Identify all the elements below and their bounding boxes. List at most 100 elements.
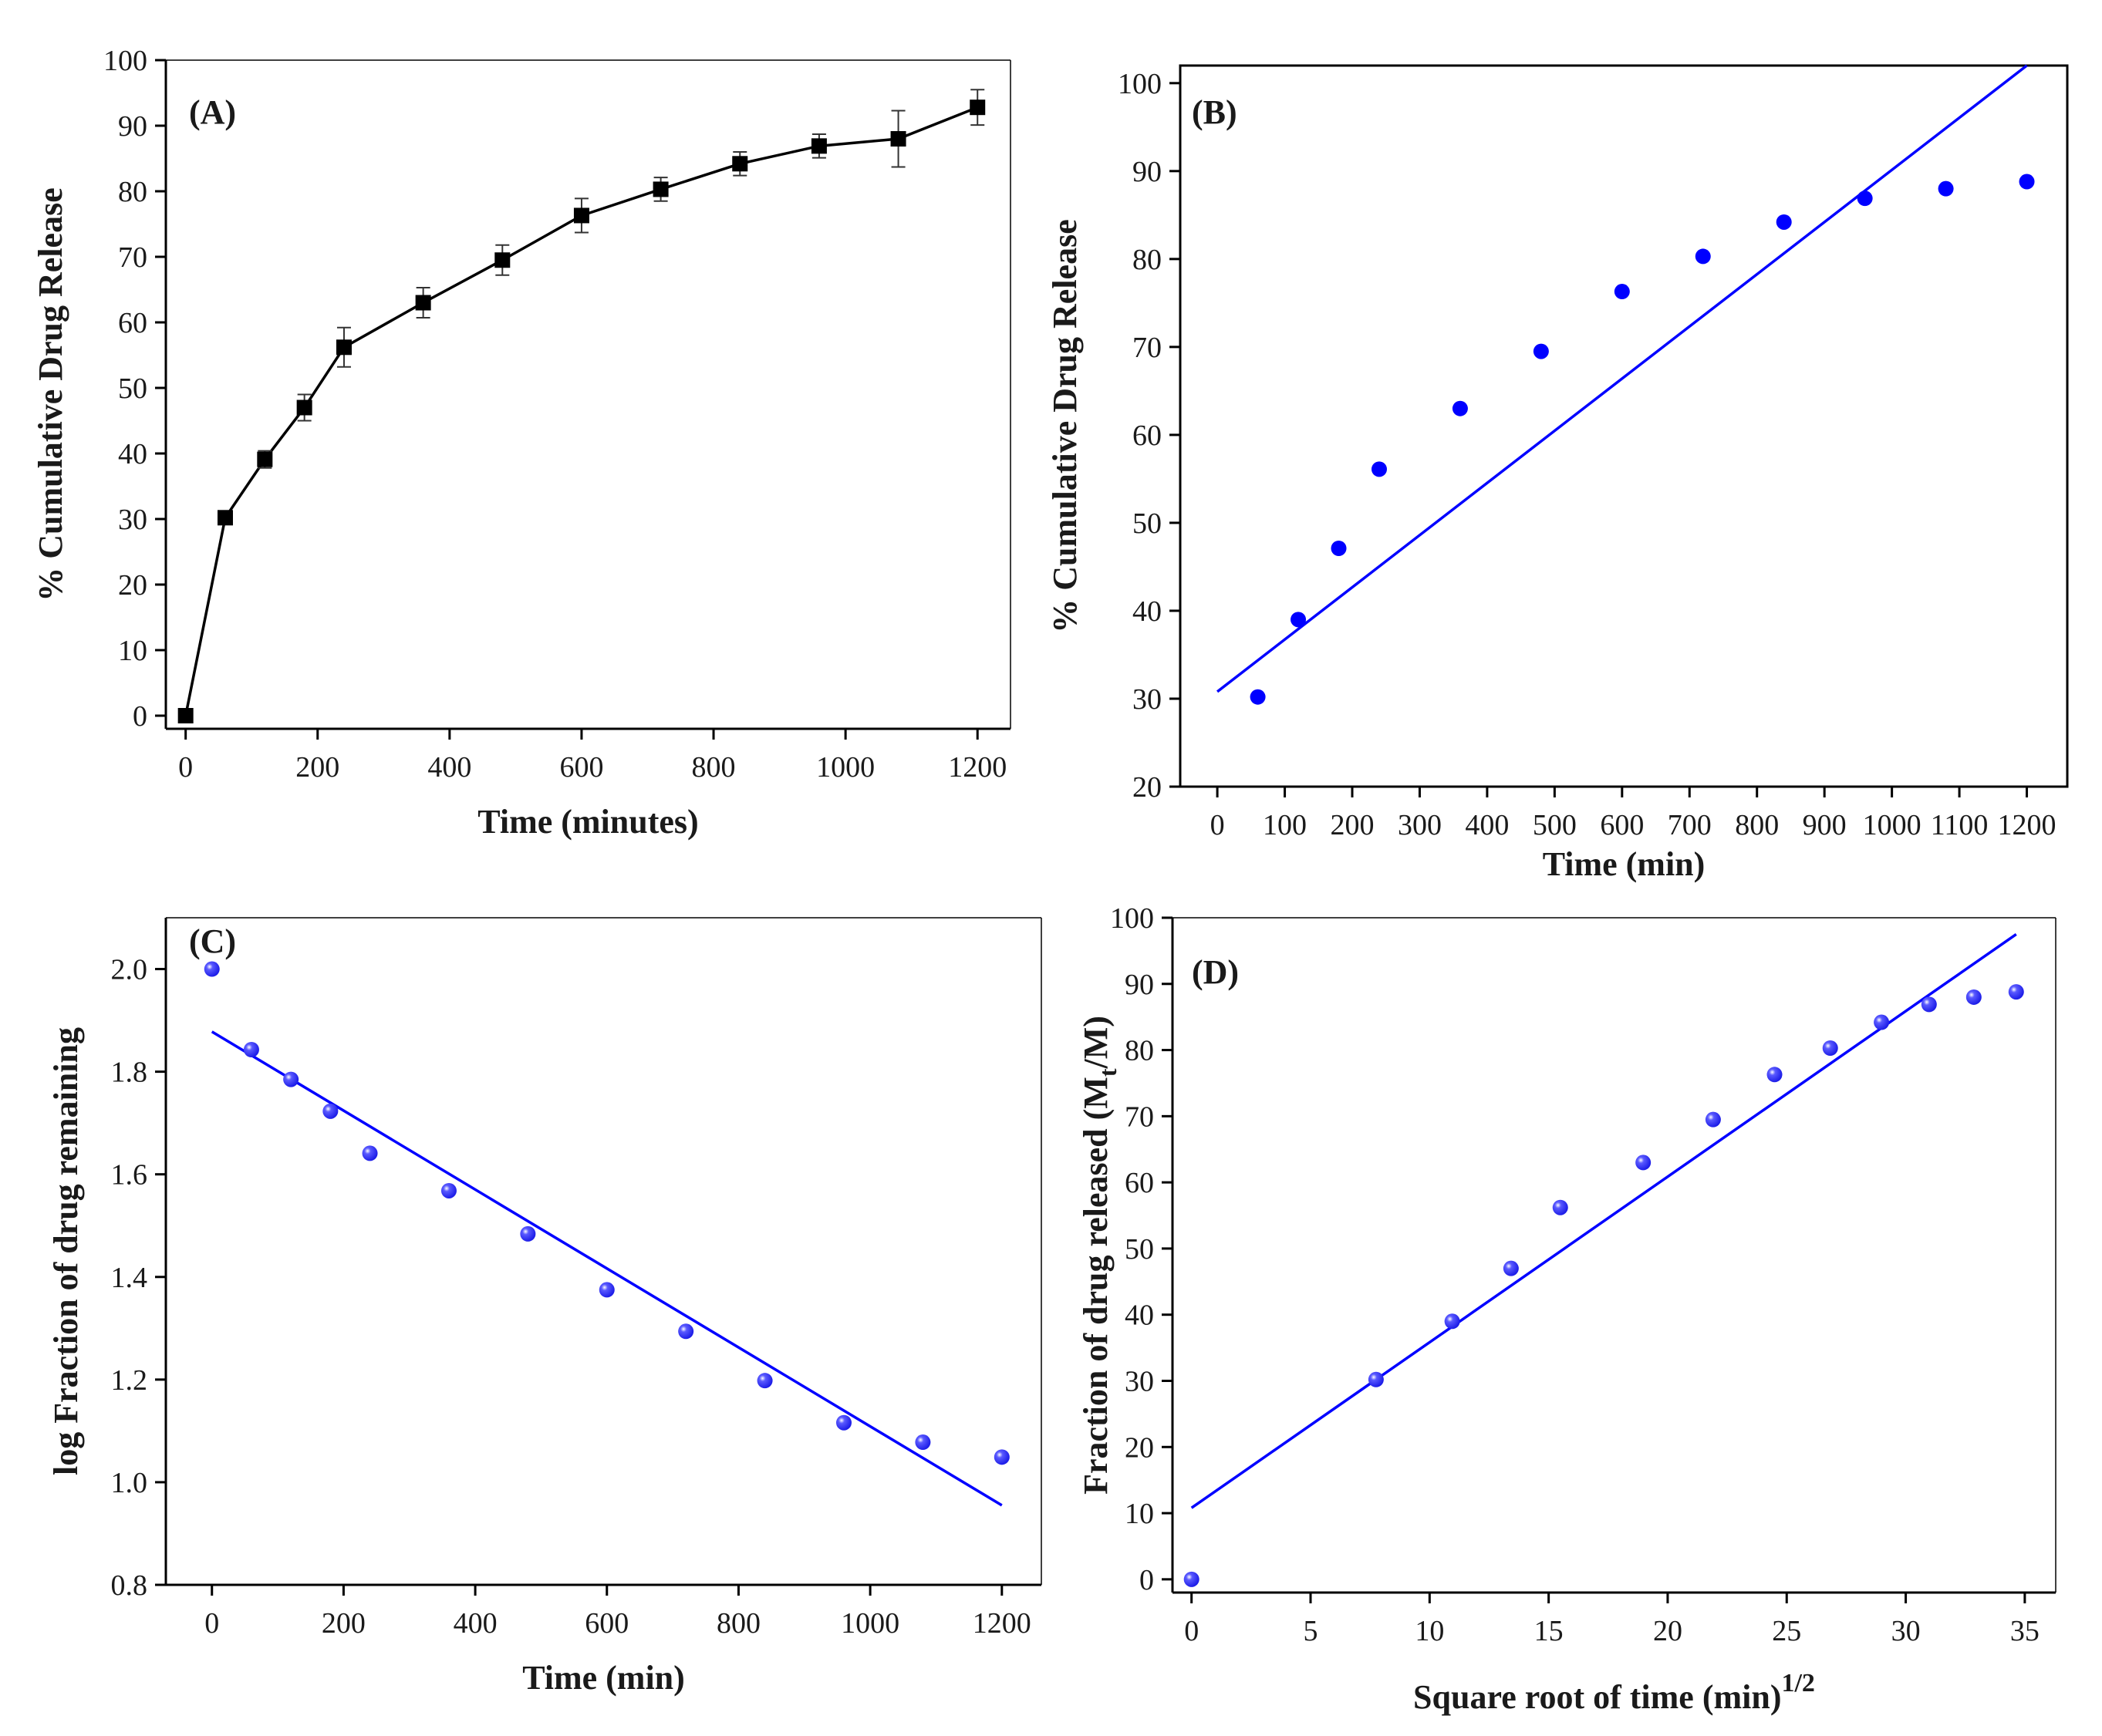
x-tick-label: 300: [1398, 809, 1442, 841]
y-tick-label: 60: [1132, 420, 1162, 452]
y-axis-label: % Cumulative Drug Release: [1046, 219, 1084, 633]
data-point: [915, 1434, 931, 1451]
y-tick-label: 30: [118, 504, 147, 536]
y-axis-label-end: /M): [1077, 1016, 1115, 1069]
y-tick-label: 0.8: [111, 1569, 148, 1602]
data-point: [440, 1182, 457, 1198]
data-point: [678, 1323, 694, 1340]
data-point: [1822, 1040, 1838, 1056]
y-tick-label: 0: [1139, 1564, 1154, 1596]
x-tick-label: 35: [2010, 1615, 2040, 1647]
x-tick-label: 200: [295, 751, 339, 784]
y-axis-label-text: % Cumulative Drug Release: [1046, 219, 1084, 633]
x-tick-label: 800: [692, 751, 736, 784]
x-tick-label: 0: [178, 751, 193, 784]
x-tick-label: 1200: [1998, 809, 2056, 841]
x-tick-label: 0: [204, 1607, 219, 1640]
x-tick-label: 400: [454, 1607, 498, 1640]
data-point: [217, 510, 233, 526]
y-tick-label: 100: [103, 45, 147, 77]
chart-panel-a: 0 200 400 600 800 1000 1200 0 10 20 30 40 50 60 70 80 90…: [32, 45, 1011, 841]
y-tick-label: 1.0: [111, 1467, 148, 1499]
x-axis-label: Time (min): [522, 1659, 685, 1697]
data-point: [283, 1071, 299, 1087]
y-tick-label: 80: [1132, 244, 1162, 276]
data-point: [1874, 1014, 1890, 1030]
data-point: [1635, 1155, 1652, 1171]
y-tick-label: 40: [1132, 595, 1162, 628]
y-tick-label: 60: [118, 307, 147, 339]
fit-line: [1190, 933, 2017, 1509]
x-tick-label: 1200: [973, 1607, 1031, 1640]
data-point: [1965, 989, 1982, 1005]
x-tick-label: 600: [559, 751, 603, 784]
x-tick-label: 1000: [1863, 809, 1921, 841]
data-point: [362, 1145, 378, 1161]
panel-label: (D): [1192, 953, 1239, 991]
data-point: [1444, 1313, 1460, 1330]
data-point: [257, 451, 273, 467]
y-tick-label: 100: [1118, 68, 1162, 100]
data-point: [970, 99, 986, 116]
x-tick-label: 500: [1533, 809, 1577, 841]
x-tick-label: 200: [1331, 809, 1375, 841]
data-point: [1503, 1260, 1519, 1276]
x-axis-label: Time (min): [1543, 845, 1706, 883]
data-point: [520, 1225, 536, 1242]
y-axis-label-text: log Fraction of drug remaining: [47, 1027, 85, 1475]
panel-label: (C): [189, 922, 236, 960]
y-tick-label: 80: [1125, 1035, 1154, 1067]
data-point: [336, 339, 352, 356]
y-axis-label: % Cumulative Drug Release: [32, 187, 69, 602]
y-tick-label: 10: [1125, 1498, 1154, 1530]
y-tick-label: 90: [1132, 156, 1162, 188]
fit-line: [1216, 64, 2028, 693]
y-tick-label: 50: [1125, 1233, 1154, 1266]
y-tick-label: 20: [1125, 1431, 1154, 1464]
x-axis-label-text: Time (min): [522, 1659, 685, 1697]
y-tick-label: 60: [1125, 1167, 1154, 1199]
y-tick-label: 30: [1125, 1365, 1154, 1397]
y-tick-label: 80: [118, 176, 147, 208]
data-point: [1368, 1371, 1384, 1387]
y-tick-label: 1.2: [111, 1364, 148, 1397]
data-point: [599, 1282, 615, 1298]
data-point: [653, 181, 669, 197]
data-point: [1291, 612, 1307, 628]
y-tick-label: 70: [1132, 332, 1162, 364]
y-tick-label: 1.6: [111, 1159, 148, 1192]
y-tick-label: 90: [118, 110, 147, 143]
y-tick-label: 70: [1125, 1101, 1154, 1133]
data-point: [1614, 284, 1630, 300]
data-point: [1705, 1111, 1721, 1128]
x-tick-label: 600: [1600, 809, 1644, 841]
y-tick-label: 30: [1132, 683, 1162, 716]
x-tick-label: 30: [1891, 1615, 1921, 1647]
y-tick-label: 1.8: [111, 1057, 148, 1089]
data-point: [1452, 400, 1468, 416]
data-point: [835, 1414, 852, 1431]
y-axis-label-subscript: t: [1094, 1068, 1122, 1077]
y-tick-label: 100: [1110, 902, 1154, 935]
y-tick-label: 40: [118, 438, 147, 470]
y-tick-label: 70: [118, 241, 147, 274]
data-point: [1250, 689, 1266, 705]
data-point: [415, 295, 431, 311]
y-tick-label: 2.0: [111, 954, 148, 986]
y-tick-label: 20: [1132, 771, 1162, 804]
data-point: [1371, 461, 1387, 477]
x-tick-label: 1200: [948, 751, 1007, 784]
data-point: [811, 138, 827, 154]
x-axis-label-text: Time (minutes): [477, 803, 698, 841]
data-point: [1552, 1199, 1568, 1215]
x-tick-label: 0: [1210, 809, 1225, 841]
x-axis-label: Time (minutes): [477, 803, 698, 841]
x-tick-label: 900: [1803, 809, 1847, 841]
x-tick-label: 10: [1415, 1615, 1444, 1647]
x-axis-label-superscript: 1/2: [1781, 1669, 1814, 1697]
y-tick-label: 1.4: [111, 1262, 148, 1294]
data-point: [322, 1103, 339, 1119]
fit-line: [211, 1030, 1003, 1507]
x-tick-label: 400: [1465, 809, 1509, 841]
x-axis-label-text: Time (min): [1543, 845, 1706, 883]
